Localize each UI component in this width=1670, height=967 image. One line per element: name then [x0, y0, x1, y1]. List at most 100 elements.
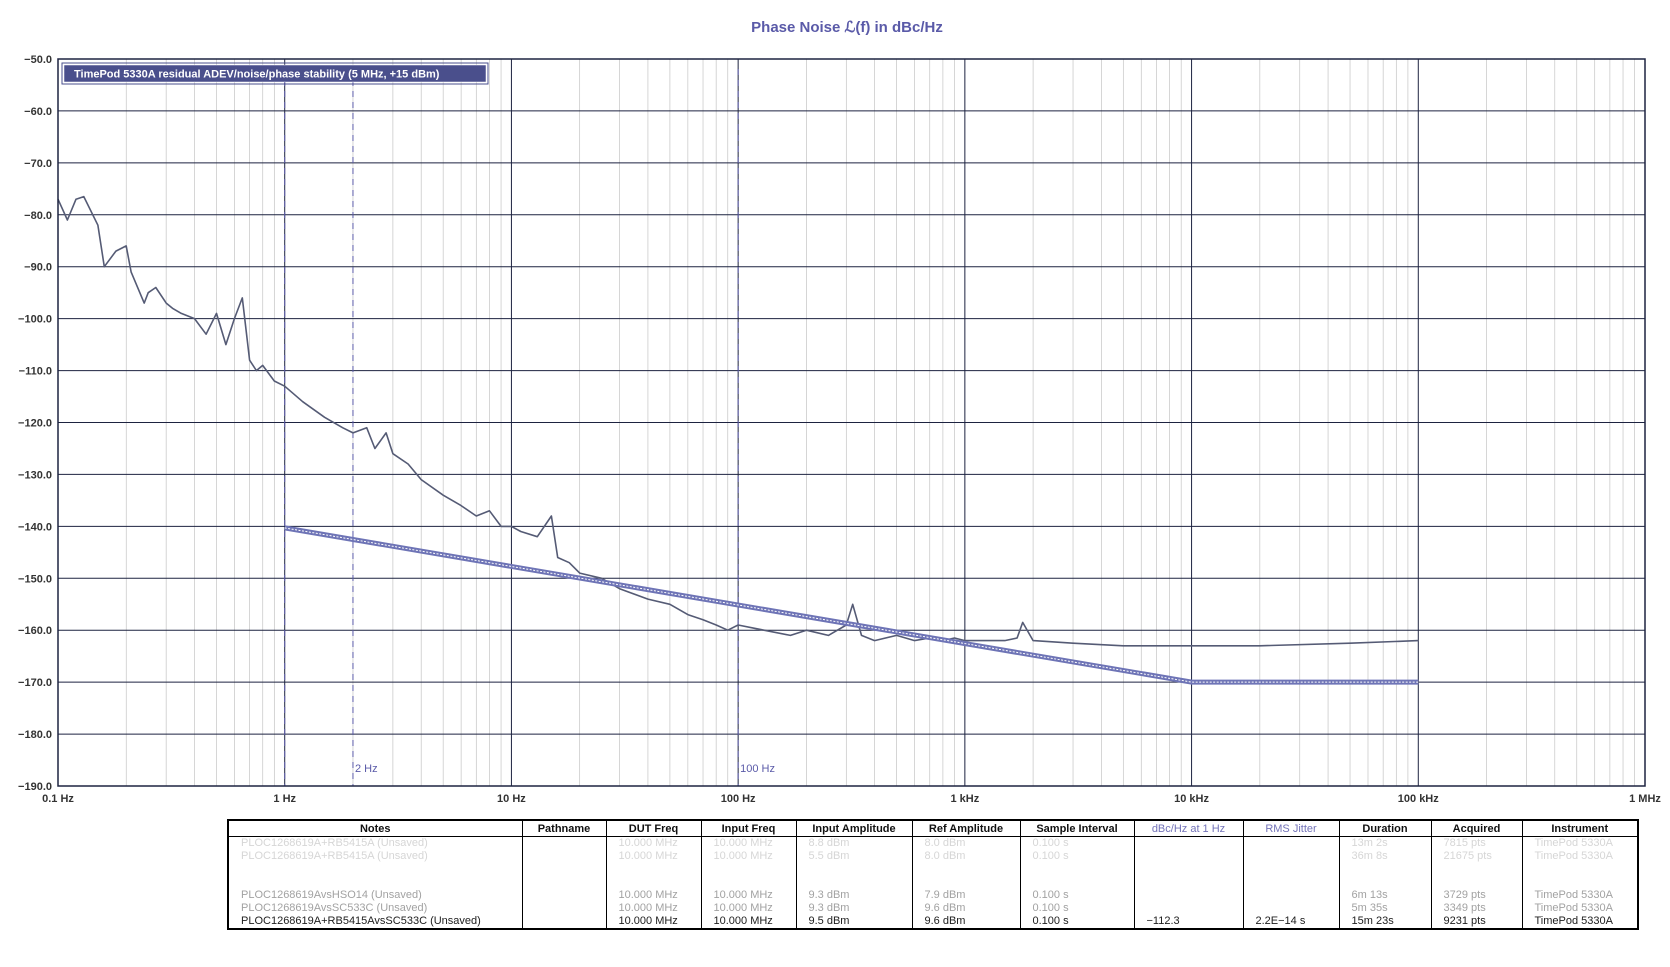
table-cell: 21675 pts — [1430, 850, 1523, 863]
table-cell — [521, 915, 607, 929]
table-cell — [1019, 863, 1135, 876]
table-cell — [1521, 863, 1639, 876]
table-cell: 0.100 s — [1019, 902, 1135, 915]
table-row[interactable]: PLOC1268619A+RB5415A (Unsaved) 10.000 MHz… — [227, 836, 1639, 850]
y-tick-label: −70.0 — [24, 158, 52, 170]
frequency-markers: 2 Hz 100 Hz — [284, 69, 775, 786]
column-header[interactable]: DUT Freq — [605, 819, 702, 837]
table-cell — [521, 836, 607, 850]
table-cell: 10.000 MHz — [605, 889, 702, 902]
table-cell: 10.000 MHz — [605, 915, 702, 929]
table-cell — [1242, 902, 1340, 915]
table-cell — [227, 876, 523, 889]
y-tick-label: −80.0 — [24, 210, 52, 222]
x-tick-label: 1 Hz — [273, 793, 296, 805]
y-tick-label: −190.0 — [18, 781, 52, 793]
table-cell — [1133, 836, 1244, 850]
table-row[interactable]: PLOC1268619A+RB5415AvsSC533C (Unsaved) 10… — [227, 915, 1639, 929]
table-row[interactable]: PLOC1268619AvsHSO14 (Unsaved) 10.000 MHz 1… — [227, 889, 1639, 902]
column-header[interactable]: Duration — [1338, 819, 1432, 837]
table-cell: 3729 pts — [1430, 889, 1523, 902]
table-cell: PLOC1268619A+RB5415A (Unsaved) — [227, 850, 523, 863]
table-cell — [1019, 876, 1135, 889]
series-layer — [57, 195, 1419, 685]
table-cell — [1430, 876, 1523, 889]
table-cell: TimePod 5330A — [1521, 902, 1639, 915]
column-header[interactable]: Input Amplitude — [795, 819, 913, 837]
column-header[interactable]: Sample Interval — [1019, 819, 1135, 837]
table-cell: 10.000 MHz — [700, 850, 797, 863]
table-cell: 36m 8s — [1338, 850, 1432, 863]
table-cell: 9.5 dBm — [795, 915, 913, 929]
table-cell — [521, 876, 607, 889]
table-cell — [1133, 850, 1244, 863]
y-tick-label: −130.0 — [18, 469, 52, 481]
table-cell: 9231 pts — [1430, 915, 1523, 929]
column-header[interactable]: Acquired — [1430, 819, 1523, 837]
column-header[interactable]: Instrument — [1521, 819, 1639, 837]
legend-box[interactable]: TimePod 5330A residual ADEV/noise/phase … — [61, 62, 489, 85]
table-cell: 6m 13s — [1338, 889, 1432, 902]
table-cell: 10.000 MHz — [700, 902, 797, 915]
legend-background — [63, 64, 487, 83]
table-cell — [1133, 889, 1244, 902]
table-cell: 5m 35s — [1338, 902, 1432, 915]
table-cell — [1133, 902, 1244, 915]
column-header[interactable]: Ref Amplitude — [911, 819, 1021, 837]
table-cell: 3349 pts — [1430, 902, 1523, 915]
table-cell: PLOC1268619AvsHSO14 (Unsaved) — [227, 889, 523, 902]
column-header[interactable]: dBc/Hz at 1 Hz — [1133, 819, 1244, 837]
trace-table: Notes Pathname DUT Freq Input Freq Input Amp… — [227, 819, 1639, 930]
table-header-row: Notes Pathname DUT Freq Input Freq Input Amp… — [227, 819, 1639, 837]
x-tick-label: 100 Hz — [721, 793, 756, 805]
y-tick-label: −150.0 — [18, 573, 52, 585]
table-row[interactable]: PLOC1268619A+RB5415A (Unsaved) 10.000 MHz… — [227, 850, 1639, 863]
x-tick-label: 1 kHz — [950, 793, 979, 805]
table-cell — [1521, 876, 1639, 889]
table-cell: 7.9 dBm — [911, 889, 1021, 902]
table-cell — [1242, 836, 1340, 850]
chart-title: Phase Noise ℒ(f) in dBc/Hz — [751, 19, 943, 36]
y-tick-label: −180.0 — [18, 729, 52, 741]
table-cell: 9.6 dBm — [911, 902, 1021, 915]
table-cell — [1430, 863, 1523, 876]
major-gridlines — [57, 58, 1646, 787]
column-header[interactable]: Pathname — [521, 819, 607, 837]
y-tick-label: −100.0 — [18, 314, 52, 326]
table-cell: 0.100 s — [1019, 915, 1135, 929]
residual-spec-band-highlight — [284, 527, 1419, 683]
column-header[interactable]: RMS Jitter — [1242, 819, 1340, 837]
y-tick-label: −170.0 — [18, 677, 52, 689]
table-cell — [1338, 863, 1432, 876]
table-cell — [521, 902, 607, 915]
column-header[interactable]: Input Freq — [700, 819, 797, 837]
table-cell: PLOC1268619A+RB5415A (Unsaved) — [227, 836, 523, 850]
table-cell: PLOC1268619A+RB5415AvsSC533C (Unsaved) — [227, 915, 523, 929]
table-cell: 8.0 dBm — [911, 836, 1021, 850]
legend-entry: TimePod 5330A residual ADEV/noise/phase … — [74, 69, 440, 81]
table-cell — [1242, 863, 1340, 876]
table-cell: TimePod 5330A — [1521, 850, 1639, 863]
x-tick-label: 100 kHz — [1398, 793, 1439, 805]
table-cell — [521, 889, 607, 902]
table-row[interactable] — [227, 863, 1639, 876]
table-cell: 5.5 dBm — [795, 850, 913, 863]
plot-frame — [57, 58, 1646, 787]
x-tick-label: 1 MHz — [1629, 793, 1661, 805]
marker-label: 2 Hz — [355, 763, 378, 775]
table-cell: 0.100 s — [1019, 850, 1135, 863]
table-cell: 10.000 MHz — [700, 915, 797, 929]
column-header[interactable]: Notes — [227, 819, 523, 837]
y-tick-label: −120.0 — [18, 418, 52, 430]
table-cell: PLOC1268619AvsSC533C (Unsaved) — [227, 902, 523, 915]
x-axis-ticks: 0.1 Hz 1 Hz 10 Hz 100 Hz 1 kHz 10 kHz 100 kHz 1… — [42, 793, 1661, 805]
table-cell: 10.000 MHz — [700, 889, 797, 902]
y-tick-label: −160.0 — [18, 625, 52, 637]
table-cell: −112.3 — [1133, 915, 1244, 929]
table-cell: 15m 23s — [1338, 915, 1432, 929]
x-tick-label: 0.1 Hz — [42, 793, 74, 805]
table-row[interactable] — [227, 876, 1639, 889]
table-row[interactable]: PLOC1268619AvsSC533C (Unsaved) 10.000 MHz… — [227, 902, 1639, 915]
table-cell: TimePod 5330A — [1521, 889, 1639, 902]
